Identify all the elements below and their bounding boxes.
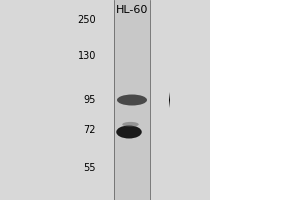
Text: 72: 72 [83, 125, 96, 135]
Text: HL-60: HL-60 [116, 5, 148, 15]
Ellipse shape [117, 95, 147, 106]
Text: 130: 130 [78, 51, 96, 61]
Text: 250: 250 [77, 15, 96, 25]
Text: 95: 95 [84, 95, 96, 105]
Text: 55: 55 [83, 163, 96, 173]
Ellipse shape [122, 122, 139, 127]
Bar [0, 0, 210, 200]
Bar [114, 0, 150, 200]
Ellipse shape [116, 126, 142, 138]
